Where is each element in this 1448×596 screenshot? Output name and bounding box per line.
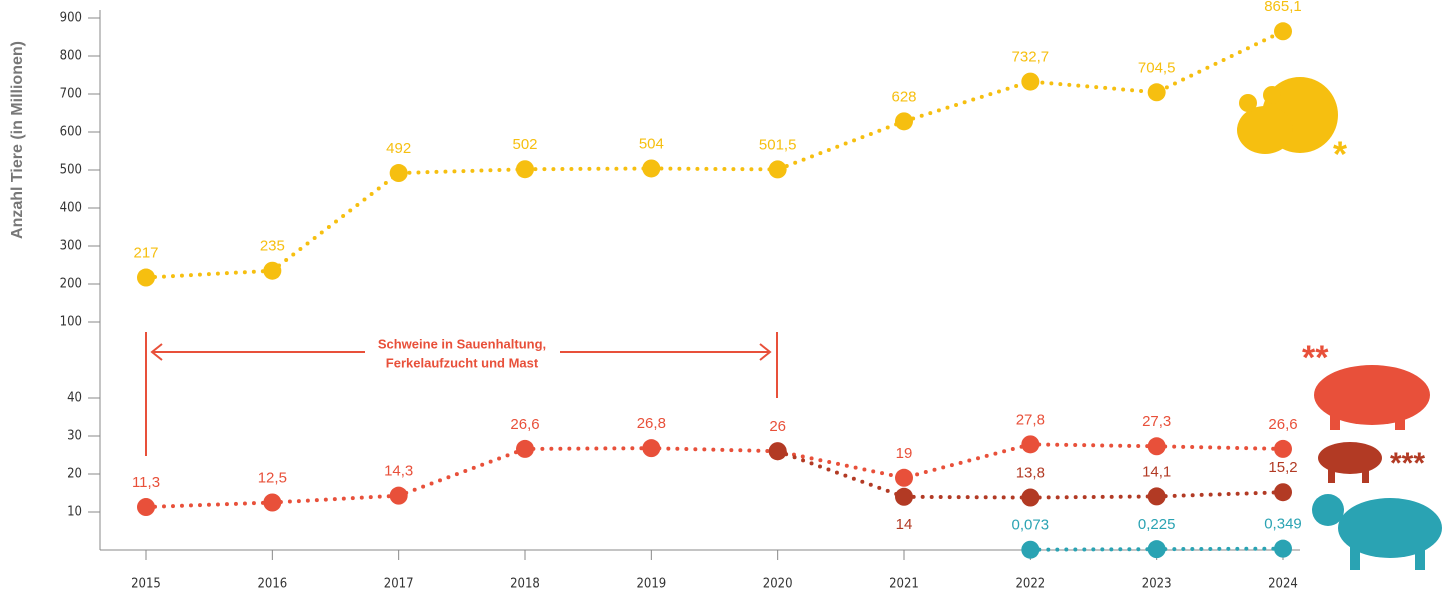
value-label: 0,073 bbox=[1012, 517, 1050, 534]
marker bbox=[137, 498, 155, 517]
marker bbox=[1274, 483, 1292, 502]
y-tick-label: 10 bbox=[67, 505, 82, 520]
marker bbox=[516, 160, 534, 179]
value-label: 732,7 bbox=[1012, 49, 1050, 66]
value-label: 704,5 bbox=[1138, 59, 1176, 76]
marker bbox=[1274, 539, 1292, 558]
marker bbox=[768, 442, 787, 461]
marker bbox=[1274, 22, 1292, 41]
value-label: 235 bbox=[260, 238, 285, 255]
marker bbox=[516, 439, 534, 458]
marker bbox=[642, 439, 661, 458]
x-tick-label: 2017 bbox=[384, 577, 414, 592]
y-tick-label: 500 bbox=[60, 163, 82, 178]
value-label: 27,3 bbox=[1142, 413, 1171, 430]
value-label: 14 bbox=[896, 516, 913, 533]
y-tick-label: 40 bbox=[67, 391, 82, 406]
marker bbox=[1274, 439, 1292, 458]
annotation: ** bbox=[1302, 339, 1329, 377]
value-label: 504 bbox=[639, 135, 664, 152]
y-tick-label: 20 bbox=[67, 467, 82, 482]
x-tick-label: 2024 bbox=[1268, 577, 1298, 592]
marker bbox=[1147, 83, 1166, 102]
poultry-icon bbox=[1237, 77, 1338, 154]
x-tick-label: 2023 bbox=[1142, 577, 1172, 592]
marker bbox=[768, 160, 787, 179]
x-tick-label: 2016 bbox=[257, 577, 287, 592]
y-tick-label: 800 bbox=[60, 49, 82, 64]
marker bbox=[895, 487, 913, 506]
x-tick-label: 2018 bbox=[510, 577, 540, 592]
value-label: 27,8 bbox=[1016, 411, 1045, 428]
marker bbox=[1021, 72, 1040, 91]
marker bbox=[1021, 488, 1040, 507]
value-label: 0,349 bbox=[1264, 516, 1302, 533]
y-tick-label: 600 bbox=[60, 125, 82, 140]
annotation: *** bbox=[1390, 447, 1425, 480]
y-tick-label: 100 bbox=[60, 315, 82, 330]
y-tick-label: 200 bbox=[60, 277, 82, 292]
value-label: 628 bbox=[891, 88, 916, 105]
annotation: Ferkelaufzucht und Mast bbox=[386, 355, 539, 370]
value-label: 15,2 bbox=[1268, 459, 1297, 476]
y-tick-label: 300 bbox=[60, 239, 82, 254]
y-tick-label: 30 bbox=[67, 429, 82, 444]
y-tick-label: 400 bbox=[60, 201, 82, 216]
marker bbox=[1021, 435, 1040, 454]
x-tick-label: 2021 bbox=[889, 577, 919, 592]
marker bbox=[1147, 487, 1166, 506]
marker bbox=[1147, 540, 1166, 559]
annotation: * bbox=[1333, 134, 1347, 175]
value-label: 865,1 bbox=[1264, 0, 1302, 15]
value-label: 0,225 bbox=[1138, 516, 1176, 533]
annotation: Schweine in Sauenhaltung, bbox=[378, 336, 546, 351]
value-label: 26,8 bbox=[637, 415, 666, 432]
cow-icon bbox=[1312, 494, 1442, 570]
marker bbox=[389, 164, 408, 183]
value-label: 13,8 bbox=[1016, 465, 1045, 482]
value-label: 11,3 bbox=[132, 474, 160, 491]
marker bbox=[389, 486, 408, 505]
marker bbox=[642, 159, 661, 178]
y-axis-label: Anzahl Tiere (in Millionen) bbox=[9, 41, 26, 239]
value-label: 26,6 bbox=[1268, 416, 1297, 433]
x-tick-label: 2022 bbox=[1015, 577, 1045, 592]
y-tick-label: 900 bbox=[60, 11, 82, 26]
piglet-icon bbox=[1318, 442, 1382, 483]
value-label: 14,1 bbox=[1142, 463, 1171, 480]
series-line bbox=[144, 29, 1285, 280]
marker bbox=[263, 261, 282, 280]
value-label: 26 bbox=[769, 418, 786, 435]
marker bbox=[1021, 540, 1040, 559]
pig-icon bbox=[1314, 365, 1430, 430]
marker bbox=[895, 112, 913, 131]
value-label: 492 bbox=[386, 140, 411, 157]
value-label: 502 bbox=[512, 136, 537, 153]
marker bbox=[263, 493, 282, 512]
x-tick-label: 2019 bbox=[636, 577, 666, 592]
marker bbox=[895, 468, 913, 487]
series-line bbox=[144, 442, 1285, 510]
value-label: 217 bbox=[133, 245, 158, 262]
marker bbox=[137, 268, 155, 287]
value-label: 19 bbox=[896, 445, 913, 462]
value-label: 501,5 bbox=[759, 136, 797, 153]
marker bbox=[1147, 437, 1166, 456]
value-label: 12,5 bbox=[258, 469, 287, 486]
value-label: 14,3 bbox=[384, 463, 413, 480]
bracket bbox=[145, 332, 778, 456]
x-tick-label: 2020 bbox=[763, 577, 793, 592]
x-tick-label: 2015 bbox=[131, 577, 161, 592]
value-label: 26,6 bbox=[510, 416, 539, 433]
y-tick-label: 700 bbox=[60, 87, 82, 102]
